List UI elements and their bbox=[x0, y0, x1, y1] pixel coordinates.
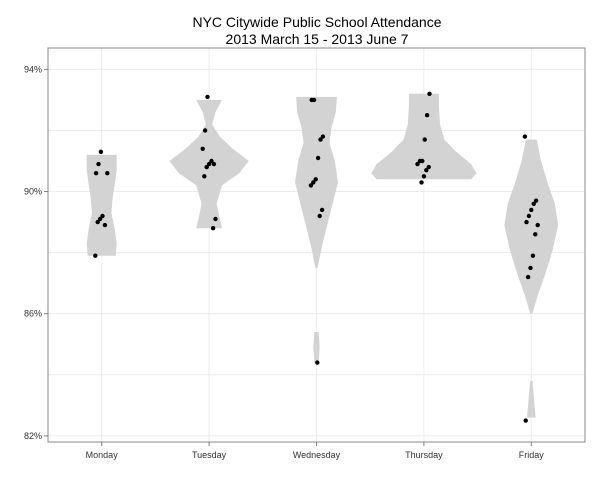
data-point-thursday bbox=[422, 137, 427, 142]
data-point-monday bbox=[93, 171, 99, 176]
data-point-wednesday bbox=[318, 137, 323, 142]
data-point-friday bbox=[526, 213, 532, 219]
data-point-tuesday bbox=[211, 161, 217, 167]
data-point-tuesday bbox=[209, 158, 214, 164]
data-point-wednesday bbox=[311, 97, 317, 103]
data-point-monday bbox=[98, 149, 104, 154]
violin-thursday bbox=[371, 93, 477, 180]
data-point-friday bbox=[533, 198, 539, 203]
data-point-tuesday bbox=[204, 164, 209, 170]
data-point-wednesday bbox=[319, 207, 325, 213]
data-points bbox=[93, 91, 540, 423]
data-point-friday bbox=[529, 207, 534, 213]
violin-wednesday bbox=[295, 96, 338, 268]
data-point-wednesday bbox=[320, 134, 326, 139]
data-point-wednesday bbox=[308, 183, 314, 188]
data-point-monday bbox=[102, 222, 108, 228]
data-point-wednesday bbox=[311, 180, 316, 185]
data-point-friday bbox=[522, 134, 528, 139]
data-point-monday bbox=[97, 216, 103, 222]
data-point-thursday bbox=[424, 113, 430, 118]
data-point-tuesday bbox=[200, 146, 205, 151]
data-point-friday bbox=[525, 274, 531, 280]
data-point-monday bbox=[93, 253, 98, 258]
data-point-wednesday bbox=[315, 360, 320, 365]
chart-title: NYC Citywide Public School Attendance bbox=[192, 14, 441, 30]
data-point-thursday bbox=[415, 161, 420, 167]
data-point-friday bbox=[524, 219, 529, 225]
y-tick-label: 94% bbox=[24, 64, 42, 74]
data-point-tuesday bbox=[206, 161, 212, 167]
data-point-thursday bbox=[421, 174, 427, 179]
x-tick-label: Thursday bbox=[405, 450, 443, 460]
data-point-thursday bbox=[420, 158, 425, 164]
x-tick-label: Wednesday bbox=[293, 450, 341, 460]
x-tick-label: Tuesday bbox=[192, 450, 227, 460]
data-point-tuesday bbox=[210, 226, 216, 231]
y-tick-label: 90% bbox=[24, 187, 42, 197]
violin-monday bbox=[86, 154, 117, 256]
axes: 82% 86% 90% 94% Monday Tuesday Wednesday Thursd… bbox=[24, 64, 544, 460]
data-point-thursday bbox=[427, 91, 432, 97]
violin-friday bbox=[527, 380, 536, 418]
data-point-tuesday bbox=[205, 94, 210, 100]
x-tick-label: Monday bbox=[86, 450, 119, 460]
data-point-tuesday bbox=[202, 174, 207, 179]
violin-friday bbox=[504, 139, 559, 314]
data-point-tuesday bbox=[202, 128, 208, 133]
data-point-thursday bbox=[426, 164, 431, 170]
data-point-friday bbox=[531, 201, 536, 206]
data-point-friday bbox=[528, 265, 533, 271]
data-point-wednesday bbox=[315, 155, 321, 161]
data-point-monday bbox=[100, 213, 105, 219]
chart-subtitle: 2013 March 15 - 2013 June 7 bbox=[226, 31, 409, 47]
data-point-wednesday bbox=[313, 177, 318, 182]
data-point-tuesday bbox=[213, 216, 218, 222]
y-tick-label: 82% bbox=[24, 431, 42, 441]
data-point-monday bbox=[95, 219, 100, 225]
y-tick-label: 86% bbox=[24, 309, 42, 319]
data-point-thursday bbox=[419, 180, 424, 185]
data-point-friday bbox=[533, 232, 538, 237]
data-point-friday bbox=[530, 253, 536, 258]
violin-wednesday bbox=[313, 332, 320, 363]
data-point-friday bbox=[535, 222, 540, 228]
data-point-monday bbox=[96, 161, 101, 167]
data-point-friday bbox=[523, 418, 528, 423]
data-point-monday bbox=[105, 171, 110, 176]
data-point-thursday bbox=[424, 168, 429, 173]
data-point-wednesday bbox=[317, 213, 322, 219]
x-tick-label: Friday bbox=[519, 450, 545, 460]
